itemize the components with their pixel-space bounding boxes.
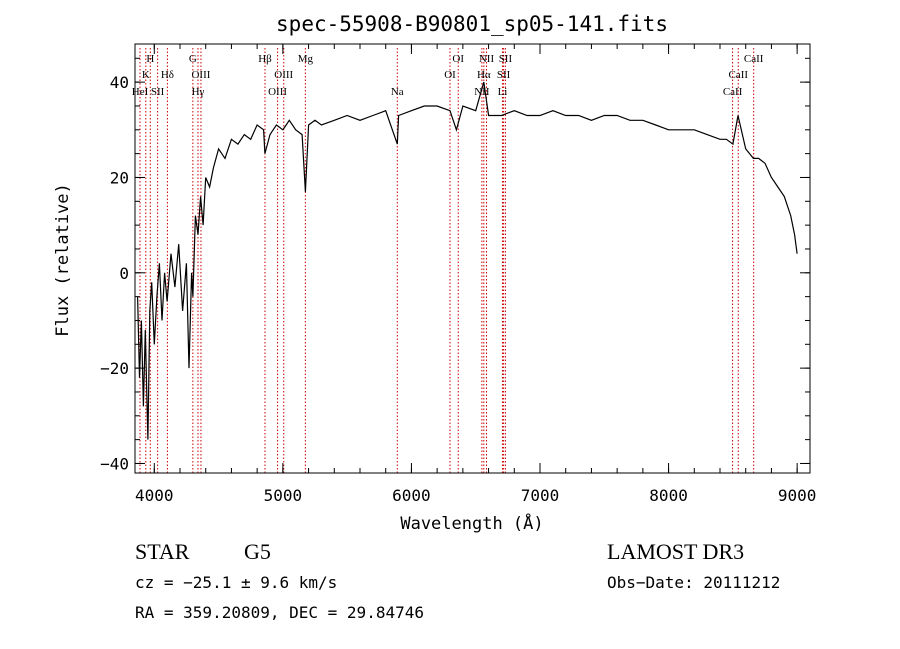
line-marker-label: H xyxy=(146,53,154,65)
x-tick-label: 5000 xyxy=(264,486,303,505)
y-axis-label: Flux (relative) xyxy=(53,183,73,337)
line-marker-label: CaII xyxy=(744,53,764,65)
line-marker-label: Li xyxy=(498,86,508,98)
line-marker-label: OI xyxy=(452,53,464,65)
object-class: STAR xyxy=(135,539,190,564)
x-tick-label: 6000 xyxy=(392,486,431,505)
line-marker-label: CaII xyxy=(728,69,748,81)
y-tick-label: −20 xyxy=(100,359,129,378)
line-marker-label: Hβ xyxy=(258,53,272,65)
x-axis-label: Wavelength (Å) xyxy=(400,512,543,534)
survey-name: LAMOST DR3 xyxy=(607,539,745,564)
y-tick-label: 20 xyxy=(110,168,129,187)
line-marker-label: OI xyxy=(444,69,456,81)
line-marker-label: NII xyxy=(479,53,495,65)
line-marker-label: HeI xyxy=(132,86,149,98)
object-subclass: G5 xyxy=(244,539,271,564)
line-marker-label: Na xyxy=(391,86,404,98)
line-marker-label: Hα xyxy=(477,69,491,81)
line-marker-label: OIII xyxy=(268,86,287,98)
line-marker-label: SII xyxy=(497,69,511,81)
x-tick-label: 4000 xyxy=(135,486,174,505)
line-marker-label: OIII xyxy=(191,69,210,81)
line-marker-label: Hγ xyxy=(192,86,205,98)
y-axis-ticks: −40 −20 0 20 40 xyxy=(100,73,810,473)
x-tick-label: 9000 xyxy=(778,486,817,505)
line-marker-label: CaII xyxy=(723,86,743,98)
line-marker-label: OIII xyxy=(274,69,293,81)
sky-coordinates: RA = 359.20809, DEC = 29.84746 xyxy=(135,603,424,622)
line-marker-label: K xyxy=(142,69,150,81)
spectrum-series-line xyxy=(137,81,798,440)
line-marker-label: Mg xyxy=(298,53,314,65)
x-tick-label: 8000 xyxy=(649,486,688,505)
minor-ticks xyxy=(135,44,810,473)
line-markers xyxy=(139,48,755,473)
y-tick-label: 40 xyxy=(110,73,129,92)
line-marker-label: SII xyxy=(151,86,165,98)
line-marker-label: SII xyxy=(499,53,513,65)
plot-frame xyxy=(134,43,811,474)
line-marker-label: Hδ xyxy=(161,69,174,81)
observation-date: Obs−Date: 20111212 xyxy=(607,573,781,592)
x-axis-ticks: 4000 5000 6000 7000 8000 9000 xyxy=(135,44,816,505)
x-tick-label: 7000 xyxy=(521,486,560,505)
redshift-cz: cz = −25.1 ± 9.6 km/s xyxy=(135,573,338,592)
y-tick-label: −40 xyxy=(100,454,129,473)
y-tick-label: 0 xyxy=(119,264,129,283)
line-marker-label: G xyxy=(189,53,197,65)
chart-title: spec-55908-B90801_sp05-141.fits xyxy=(276,12,668,36)
